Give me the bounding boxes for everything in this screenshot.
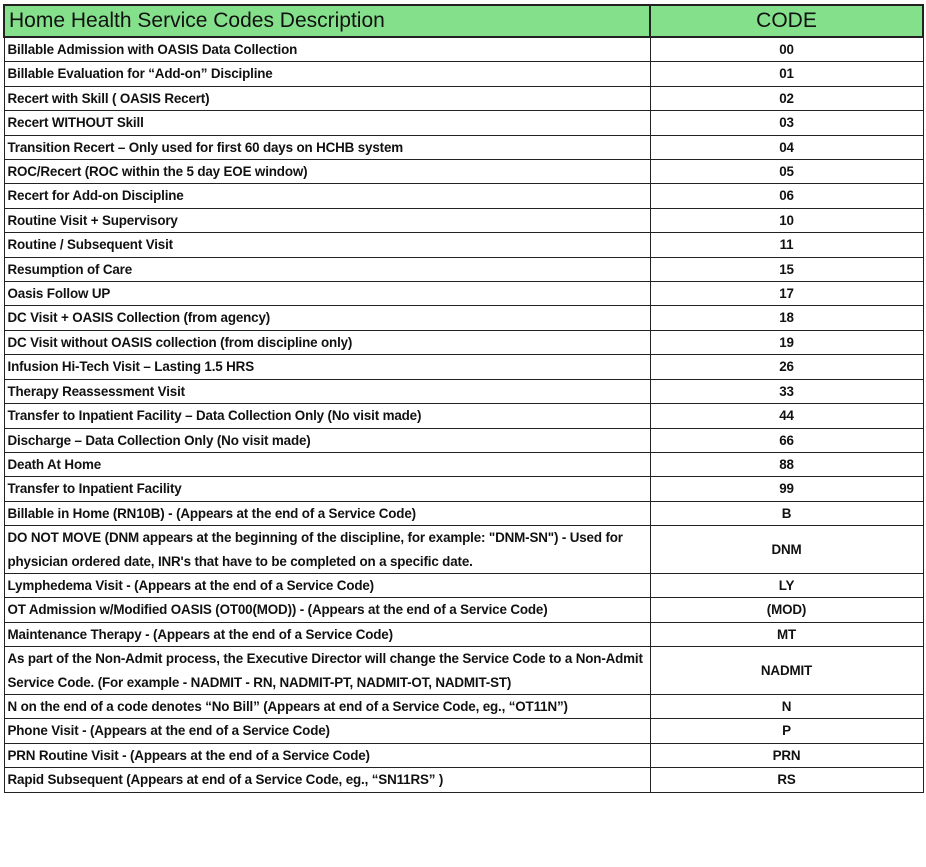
table-row: Maintenance Therapy - (Appears at the en… [3,621,924,648]
row-code: 04 [649,134,924,161]
row-code: 05 [649,159,924,185]
table-row: ROC/Recert (ROC within the 5 day EOE win… [3,159,924,185]
table-row: DC Visit + OASIS Collection (from agency… [3,305,924,331]
table-row: Death At Home 88 [3,451,924,478]
row-description: Recert WITHOUT Skill [3,110,651,136]
code-column-header: CODE [649,4,924,38]
row-code: 33 [649,378,924,405]
row-code: 02 [649,85,924,112]
row-description: ROC/Recert (ROC within the 5 day EOE win… [3,159,651,185]
row-description: Transfer to Inpatient Facility [3,476,651,502]
row-description: Billable Admission with OASIS Data Colle… [3,36,651,63]
row-description: Infusion Hi-Tech Visit – Lasting 1.5 HRS [3,354,651,380]
row-description: Billable in Home (RN10B) - (Appears at t… [3,500,651,527]
table-row: Transition Recert – Only used for first … [3,134,924,161]
table-row: Phone Visit - (Appears at the end of a S… [3,718,924,744]
table-row: Rapid Subsequent (Appears at end of a Se… [3,767,924,793]
row-description: Therapy Reassessment Visit [3,378,651,405]
table-row: As part of the Non-Admit process, the Ex… [3,646,924,695]
row-description: Rapid Subsequent (Appears at end of a Se… [3,767,651,793]
row-code: 00 [649,36,924,63]
row-code: 03 [649,110,924,136]
header-row: Home Health Service Codes Description CO… [3,4,924,38]
table-row: Discharge – Data Collection Only (No vis… [3,427,924,453]
row-description: Oasis Follow UP [3,281,651,307]
row-description: Death At Home [3,451,651,478]
row-description: Lymphedema Visit - (Appears at the end o… [3,572,651,599]
row-description: DC Visit + OASIS Collection (from agency… [3,305,651,331]
row-description: Maintenance Therapy - (Appears at the en… [3,621,651,648]
row-code: 01 [649,61,924,87]
row-code: 17 [649,281,924,307]
table-row: Therapy Reassessment Visit 33 [3,378,924,405]
table-row: DO NOT MOVE (DNM appears at the beginnin… [3,525,924,574]
row-description: Resumption of Care [3,256,651,283]
table-row: Recert WITHOUT Skill 03 [3,110,924,136]
row-description: DC Visit without OASIS collection (from … [3,329,651,356]
row-code: 26 [649,354,924,380]
table-row: OT Admission w/Modified OASIS (OT00(MOD)… [3,597,924,623]
row-description: N on the end of a code denotes “No Bill”… [3,693,651,720]
row-code: DNM [649,525,924,574]
row-code: NADMIT [649,646,924,695]
row-description: DO NOT MOVE (DNM appears at the beginnin… [3,525,651,574]
row-description: As part of the Non-Admit process, the Ex… [3,646,651,695]
table-row: Lymphedema Visit - (Appears at the end o… [3,572,924,599]
table-row: PRN Routine Visit - (Appears at the end … [3,742,924,769]
row-description: PRN Routine Visit - (Appears at the end … [3,742,651,769]
table-row: Recert with Skill ( OASIS Recert) 02 [3,85,924,112]
row-description: Transition Recert – Only used for first … [3,134,651,161]
row-code: 19 [649,329,924,356]
row-code: 10 [649,207,924,234]
row-code: N [649,693,924,720]
row-code: PRN [649,742,924,769]
table-row: DC Visit without OASIS collection (from … [3,329,924,356]
table-row: Transfer to Inpatient Facility 99 [3,476,924,502]
row-description: Routine / Subsequent Visit [3,232,651,258]
row-code: 66 [649,427,924,453]
table-row: Billable Evaluation for “Add-on” Discipl… [3,61,924,87]
row-code: 06 [649,183,924,209]
table-row: Oasis Follow UP 17 [3,281,924,307]
table-row: Resumption of Care 15 [3,256,924,283]
table-row: N on the end of a code denotes “No Bill”… [3,693,924,720]
table-row: Infusion Hi-Tech Visit – Lasting 1.5 HRS… [3,354,924,380]
row-code: 88 [649,451,924,478]
row-code: 11 [649,232,924,258]
row-code: MT [649,621,924,648]
table-row: Transfer to Inpatient Facility – Data Co… [3,403,924,429]
row-description: Recert for Add-on Discipline [3,183,651,209]
row-description: Phone Visit - (Appears at the end of a S… [3,718,651,744]
row-code: 99 [649,476,924,502]
row-code: RS [649,767,924,793]
table-row: Routine / Subsequent Visit 11 [3,232,924,258]
table-row: Billable in Home (RN10B) - (Appears at t… [3,500,924,527]
row-code: P [649,718,924,744]
description-column-header: Home Health Service Codes Description [3,4,651,38]
row-code: B [649,500,924,527]
row-description: Billable Evaluation for “Add-on” Discipl… [3,61,651,87]
row-description: Routine Visit + Supervisory [3,207,651,234]
row-code: 44 [649,403,924,429]
table-body: Billable Admission with OASIS Data Colle… [3,36,924,793]
row-code: (MOD) [649,597,924,623]
row-description: Discharge – Data Collection Only (No vis… [3,427,651,453]
row-description: Recert with Skill ( OASIS Recert) [3,85,651,112]
table-row: Recert for Add-on Discipline 06 [3,183,924,209]
service-codes-table: Home Health Service Codes Description CO… [3,4,924,793]
row-description: Transfer to Inpatient Facility – Data Co… [3,403,651,429]
table-row: Routine Visit + Supervisory 10 [3,207,924,234]
table-row: Billable Admission with OASIS Data Colle… [3,36,924,63]
row-code: 18 [649,305,924,331]
row-code: 15 [649,256,924,283]
row-code: LY [649,572,924,599]
row-description: OT Admission w/Modified OASIS (OT00(MOD)… [3,597,651,623]
